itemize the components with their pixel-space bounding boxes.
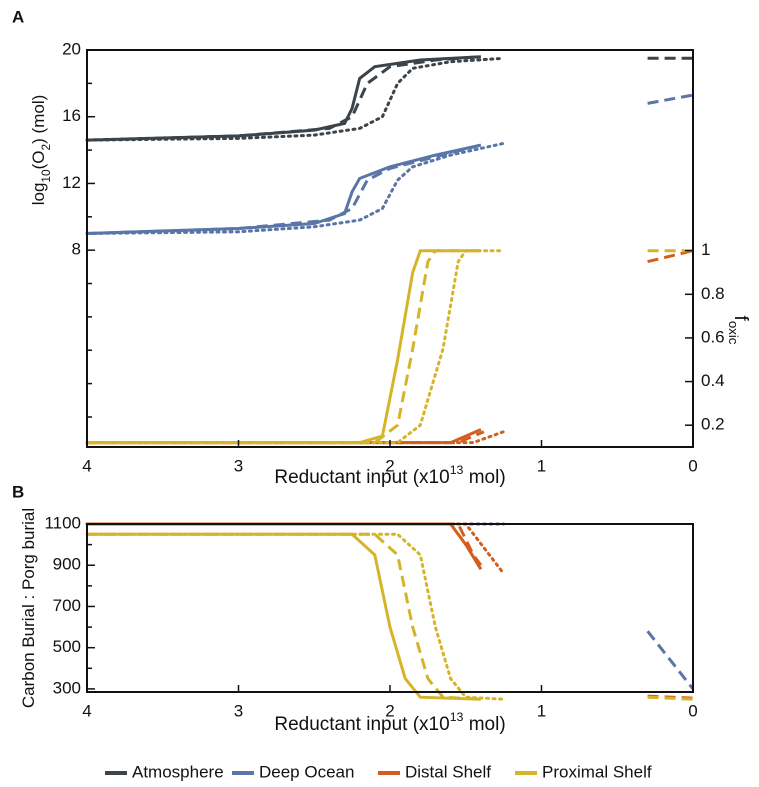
plot-frame: [86, 49, 694, 448]
x-tick-label: 1: [537, 456, 546, 475]
y-tick-label: 500: [53, 637, 81, 656]
label-part: f: [730, 316, 751, 322]
label-part: 10: [39, 169, 53, 183]
panel-label: B: [12, 482, 24, 501]
series-line: [87, 522, 483, 567]
label-part: 13: [450, 710, 464, 724]
x-tick-label: 3: [234, 456, 243, 475]
y2-axis-label: foxic: [726, 316, 751, 345]
y-tick-label: 900: [53, 555, 81, 574]
label-part: mol): [463, 467, 505, 488]
series-line: [85, 522, 506, 575]
y-tick-label: 700: [53, 596, 81, 615]
series-line: [87, 249, 481, 445]
label-part: log: [29, 183, 48, 206]
x-tick-label: 3: [234, 701, 243, 720]
panel-label: A: [12, 7, 24, 26]
y2-tick-label: 0.6: [701, 327, 725, 346]
legend-label: Proximal Shelf: [542, 762, 652, 781]
x-axis-label: Reductant input (x1013 mol): [274, 710, 505, 735]
label-part: mol): [463, 714, 505, 735]
x-tick-label: 2: [385, 456, 394, 475]
y2-tick-label: 0.4: [701, 371, 725, 390]
y2-tick-label: 1: [701, 240, 710, 259]
legend-label: Distal Shelf: [405, 762, 491, 781]
series-line: [86, 55, 481, 142]
y-axis-label: log10(O2) (mol): [29, 95, 53, 206]
series-line: [647, 695, 694, 701]
series-line: [647, 93, 694, 105]
y-tick-label: 1100: [44, 513, 81, 532]
label-part: 13: [450, 463, 464, 477]
series-line: [87, 522, 483, 571]
label-part: Reductant input (x10: [274, 467, 449, 488]
y-tick-label: 20: [62, 39, 81, 58]
y-tick-label: 12: [62, 173, 81, 192]
label-part: oxic: [726, 321, 741, 345]
label-part: (O: [29, 150, 48, 169]
x-axis-label: Reductant input (x1013 mol): [274, 463, 505, 488]
series-line: [86, 143, 482, 235]
legend-label: Deep Ocean: [259, 762, 354, 781]
y2-tick-label: 0.8: [701, 284, 725, 303]
series-line: [87, 249, 481, 445]
series-line: [86, 143, 482, 235]
x-tick-label: 4: [82, 456, 91, 475]
y-axis-label: Carbon Burial : Porg burial: [19, 508, 38, 708]
y2-tick-label: 0.2: [701, 415, 725, 434]
series-line: [85, 141, 506, 235]
legend-label: Atmosphere: [132, 762, 224, 781]
label-part: Carbon Burial : Porg burial: [19, 508, 38, 708]
x-tick-label: 1: [537, 701, 546, 720]
series-line: [85, 249, 506, 445]
series-line: [87, 430, 485, 445]
label-part: 2: [39, 143, 53, 150]
label-part: Reductant input (x10: [274, 714, 449, 735]
y-tick-label: 16: [62, 106, 81, 125]
series-line: [85, 430, 506, 445]
series-line: [86, 55, 482, 142]
x-tick-label: 4: [82, 701, 91, 720]
label-part: ) (mol): [29, 95, 48, 144]
series-line: [85, 56, 506, 142]
series-line: [87, 428, 482, 445]
y-tick-label: 8: [72, 240, 81, 259]
x-tick-label: 2: [385, 701, 394, 720]
y-tick-label: 300: [53, 678, 81, 697]
series-line: [87, 532, 481, 701]
series-line: [85, 532, 506, 701]
series-line: [646, 630, 695, 690]
x-tick-label: 0: [688, 701, 697, 720]
series-line: [647, 249, 694, 264]
x-tick-label: 0: [688, 456, 697, 475]
